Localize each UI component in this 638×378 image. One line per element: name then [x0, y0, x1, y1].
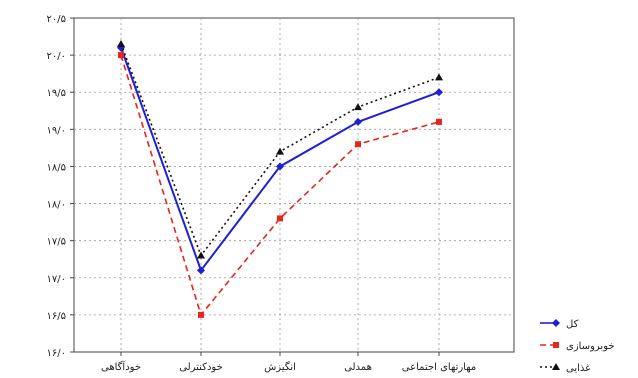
data-point	[354, 117, 362, 126]
series-group	[117, 39, 443, 318]
y-tick-label: ۲۰/۰	[47, 51, 66, 62]
data-point	[355, 141, 361, 148]
data-point	[197, 251, 205, 259]
y-tick-label: ۱۶/۰	[47, 348, 66, 359]
legend-label: خوبروسازی	[566, 341, 615, 352]
series-1	[118, 52, 442, 318]
series-line	[120, 54, 440, 317]
x-category-label: مهارتهای اجتماعی	[402, 362, 476, 373]
data-point	[435, 88, 443, 97]
data-point	[198, 311, 204, 318]
y-tick-label: ۱۷/۵	[47, 237, 66, 248]
y-tick-label: ۱۷/۰	[47, 274, 66, 285]
data-point	[276, 147, 284, 155]
data-point	[552, 319, 560, 327]
x-axis-ticks: خودآگاهی خودکنترلی انگیزش همدلی مهارتهای اجت…	[101, 352, 476, 373]
data-point	[117, 39, 125, 47]
data-point	[436, 118, 442, 125]
data-point	[197, 266, 205, 275]
y-tick-label: ۱۹/۵	[47, 88, 66, 99]
data-point	[553, 342, 559, 348]
data-point	[354, 103, 362, 111]
x-category-label: همدلی	[344, 362, 372, 373]
legend-label: کل	[566, 319, 579, 330]
legend: کل خوبروسازی غذایی	[540, 319, 615, 374]
series-2	[117, 39, 443, 259]
legend-item: خوبروسازی	[540, 341, 615, 352]
y-tick-label: ۱۹/۰	[47, 125, 66, 136]
x-category-label: خودآگاهی	[101, 360, 141, 373]
y-tick-label: ۱۸/۵	[47, 162, 66, 173]
legend-label: غذایی	[566, 363, 590, 374]
y-axis-ticks: ۱۶/۰ ۱۶/۵ ۱۷/۰ ۱۷/۵ ۱۸/۰ ۱۸/۵ ۱۹/۰ ۱۹/۵ ۲۰/۰ ۲۰/۵	[47, 14, 74, 359]
legend-item: غذایی	[540, 363, 590, 374]
data-point	[277, 215, 283, 222]
plot-frame	[73, 17, 515, 353]
x-category-label: انگیزش	[264, 361, 296, 373]
y-tick-label: ۱۸/۰	[47, 200, 66, 211]
data-point	[435, 73, 443, 81]
y-tick-label: ۲۰/۵	[47, 14, 66, 25]
data-point	[552, 363, 560, 370]
x-category-label: خودکنترلی	[179, 362, 223, 373]
legend-item: کل	[540, 319, 579, 330]
data-point	[276, 162, 284, 171]
y-tick-label: ۱۶/۵	[47, 311, 66, 322]
data-point	[118, 52, 124, 59]
